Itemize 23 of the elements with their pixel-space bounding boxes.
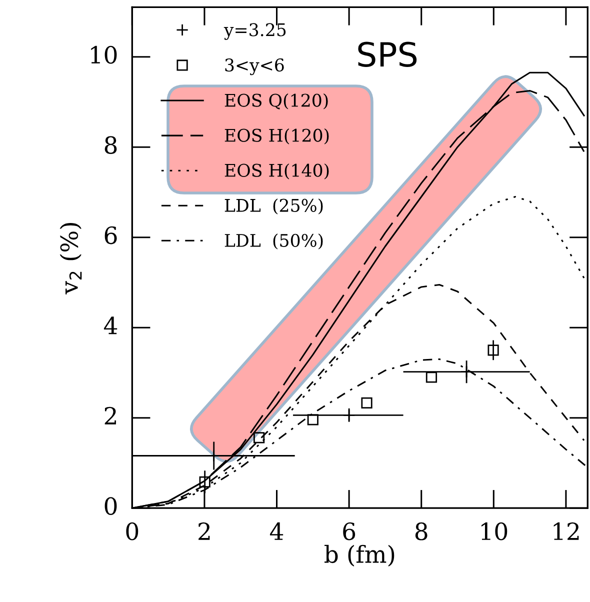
legend-label: 3<y<6	[225, 58, 284, 76]
legend-label: LDL (25%)	[224, 198, 323, 214]
y-tick-label: 10	[91, 46, 117, 64]
x-tick-label: 2	[198, 522, 210, 540]
x-tick-label: 6	[343, 522, 356, 540]
x-tick-label: 10	[482, 522, 508, 540]
annotation: SPS	[358, 42, 417, 67]
legend-label: EOS H(140)	[224, 163, 329, 180]
x-tick-label: 4	[270, 522, 284, 540]
x-tick-label: 12	[554, 522, 579, 540]
x-tick-label: 8	[415, 522, 428, 540]
legend-label: EOS H(120)	[224, 128, 329, 144]
y-axis-title: v$_{2}$ (%)	[60, 223, 82, 294]
y-tick-label: 6	[104, 226, 117, 244]
y-tick-label: 0	[104, 497, 117, 515]
legend-label: EOS Q(120)	[224, 93, 328, 110]
y-tick-label: 4	[104, 316, 118, 334]
x-tick-label: 0	[126, 522, 138, 540]
y-tick-label: 2	[104, 406, 116, 424]
x-axis-title: b (fm)	[324, 544, 394, 566]
y-tick-label: 8	[104, 136, 117, 154]
legend-label: LDL (50%)	[224, 234, 323, 250]
legend-label: y=3.25	[224, 23, 286, 40]
